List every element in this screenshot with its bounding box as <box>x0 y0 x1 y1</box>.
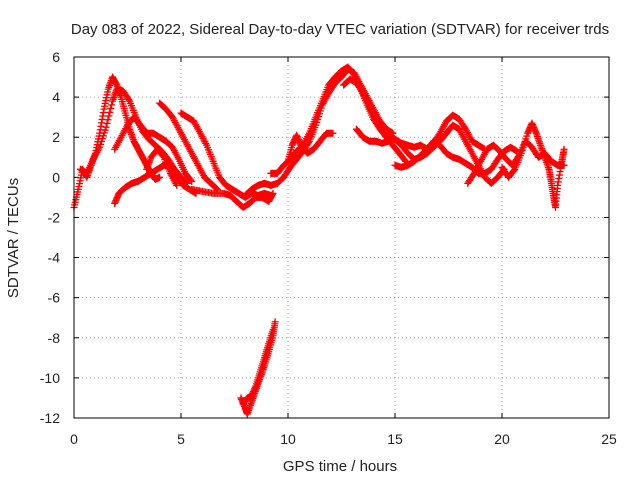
series-C <box>111 113 196 185</box>
y-tick-label: -6 <box>48 290 61 306</box>
y-tick-label: -4 <box>48 250 61 266</box>
x-tick-label: 5 <box>177 431 185 447</box>
data-series <box>70 63 568 418</box>
data-point <box>103 119 111 127</box>
data-point <box>187 176 195 184</box>
y-tick-label: -2 <box>48 209 61 225</box>
y-tick-label: 4 <box>52 89 60 105</box>
chart-title: Day 083 of 2022, Sidereal Day-to-day VTE… <box>71 21 609 38</box>
data-point <box>125 96 133 104</box>
data-point <box>269 189 277 197</box>
x-axis-label: GPS time / hours <box>283 458 397 475</box>
data-point <box>107 105 115 113</box>
y-tick-label: 0 <box>52 169 60 185</box>
data-point <box>106 108 114 116</box>
data-point <box>102 123 110 131</box>
y-axis-label: SDTVAR / TECUs <box>5 178 22 298</box>
series-R <box>239 326 277 408</box>
x-tick-label: 15 <box>387 431 403 447</box>
series-P <box>498 119 568 211</box>
y-tick-label: -12 <box>40 410 60 426</box>
data-point <box>105 112 113 120</box>
data-point <box>401 156 409 164</box>
data-point <box>188 177 196 185</box>
series-H <box>188 185 277 211</box>
y-tick-label: 6 <box>52 49 60 65</box>
data-point <box>156 173 164 181</box>
x-tick-label: 20 <box>494 431 510 447</box>
y-tick-label: -10 <box>40 370 60 386</box>
y-tick-label: 2 <box>52 129 60 145</box>
data-point <box>329 129 337 137</box>
series-F <box>156 99 221 193</box>
data-point <box>269 326 277 334</box>
plot-frame <box>73 56 610 419</box>
y-tick-label: -8 <box>48 330 61 346</box>
series-E <box>143 145 181 189</box>
data-point <box>271 318 279 326</box>
x-tick-label: 25 <box>601 431 617 447</box>
x-tick-label: 10 <box>280 431 296 447</box>
series-D <box>111 161 200 207</box>
data-point <box>560 145 568 153</box>
x-tick-label: 0 <box>70 431 78 447</box>
grid <box>74 57 609 418</box>
series-I <box>241 65 397 199</box>
data-point <box>104 116 112 124</box>
series-N <box>391 137 521 177</box>
data-point <box>108 101 116 109</box>
series-K <box>284 129 337 165</box>
data-point <box>173 181 181 189</box>
axis-ticks: 0 5 10 15 20 25 -12 -10 -8 -6 -4 -2 0 2 4 6 <box>40 49 617 447</box>
